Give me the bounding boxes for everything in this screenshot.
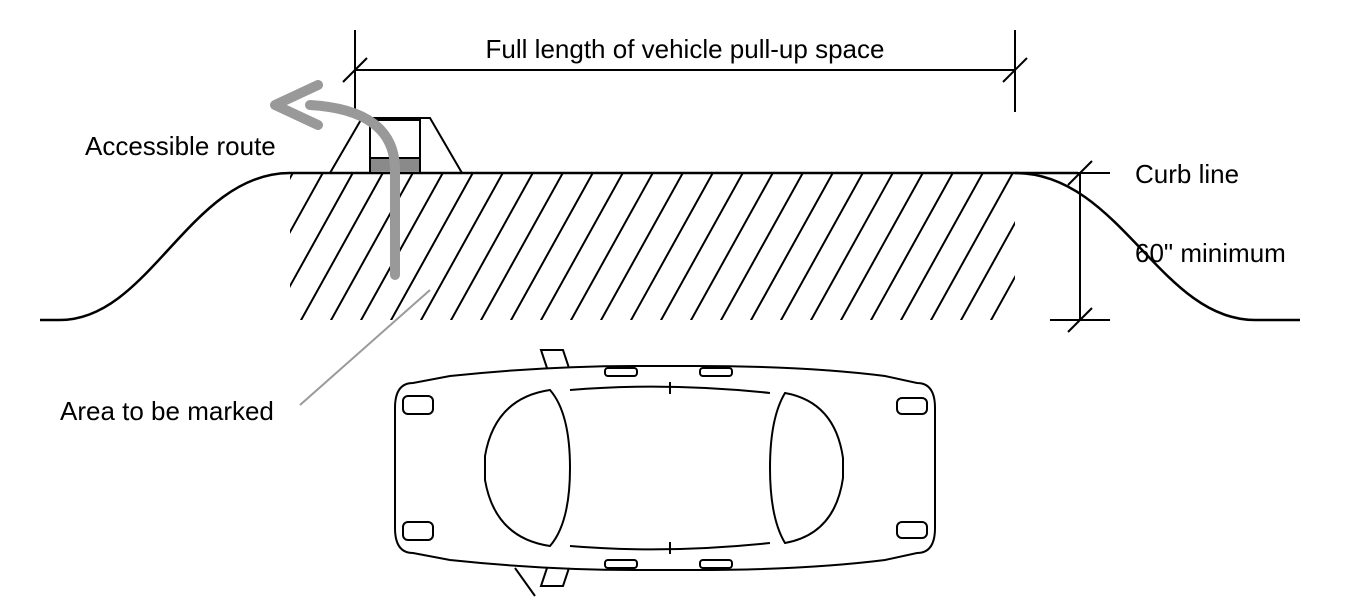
area-marked-label: Area to be marked [60,396,274,426]
car-top-view [395,350,935,596]
hatched-access-aisle [200,160,1110,340]
top-dimension: Full length of vehicle pull-up space [343,30,1027,112]
top-dimension-label: Full length of vehicle pull-up space [486,34,885,64]
area-marked-leader: Area to be marked [60,290,430,426]
accessible-route-label: Accessible route [85,131,276,161]
accessible-route-arrow [275,85,395,275]
height-dimension-label: 60" minimum [1135,238,1286,268]
curb-line-label: Curb line [1135,159,1239,189]
right-dimension: Curb line 60" minimum [1050,159,1286,332]
pullup-space-diagram: Full length of vehicle pull-up space [0,0,1350,607]
